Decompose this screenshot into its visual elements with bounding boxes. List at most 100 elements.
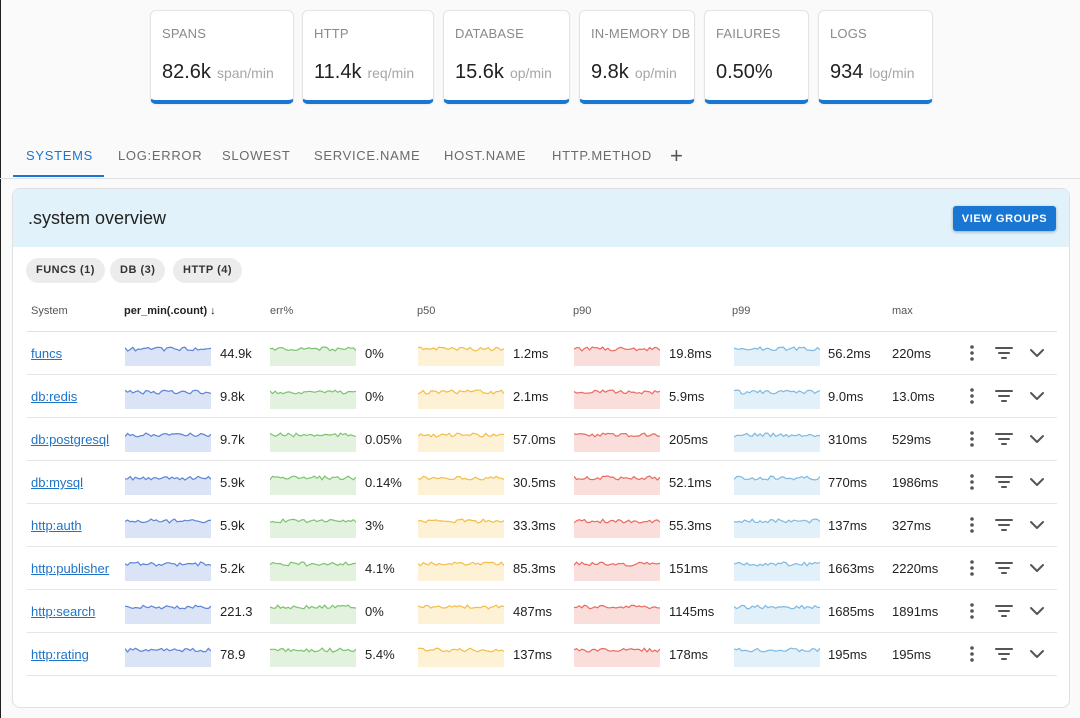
view-groups-button[interactable]: VIEW GROUPS (953, 206, 1056, 231)
system-link[interactable]: db:mysql (31, 475, 84, 490)
col-header-err[interactable]: err% (270, 305, 294, 317)
filter-icon[interactable] (993, 342, 1015, 364)
system-link[interactable]: funcs (31, 346, 63, 361)
stat-value: 934 (830, 61, 864, 83)
p90-value: 52.1ms (669, 475, 712, 490)
col-header-system[interactable]: System (31, 305, 68, 317)
err-sparkline (270, 389, 356, 409)
row-divider (27, 374, 1057, 375)
row-divider (27, 546, 1057, 547)
more-options-icon[interactable] (961, 514, 983, 536)
max-value: 195ms (892, 647, 932, 662)
col-header-per-min[interactable]: per_min(.count) ↓ (124, 305, 216, 317)
stat-card-failures[interactable]: FAILURES 0.50% (704, 10, 809, 104)
table-row[interactable]: http:rating 78.9 5.4% 137ms 178ms 195ms 195ms (13, 633, 1069, 676)
more-options-icon[interactable] (961, 342, 983, 364)
tab-log-error[interactable]: LOG:ERROR (118, 148, 203, 163)
err-sparkline (270, 518, 356, 538)
p90-value: 55.3ms (669, 518, 712, 533)
chevron-down-icon[interactable] (1026, 557, 1048, 579)
p90-sparkline (574, 647, 660, 667)
col-header-p99[interactable]: p99 (732, 305, 751, 317)
col-header-max[interactable]: max (892, 305, 913, 317)
filter-icon[interactable] (993, 557, 1015, 579)
p50-sparkline (418, 518, 504, 538)
system-link[interactable]: http:auth (31, 518, 82, 533)
chip-db[interactable]: DB (3) (110, 258, 166, 283)
p90-sparkline (574, 604, 660, 624)
stat-unit: req/min (367, 65, 415, 81)
p90-value: 5.9ms (669, 389, 705, 404)
p90-value: 1145ms (669, 604, 715, 619)
filter-icon[interactable] (993, 385, 1015, 407)
filter-icon[interactable] (993, 643, 1015, 665)
stat-unit: op/min (634, 65, 677, 81)
add-tab-icon[interactable]: + (670, 143, 683, 168)
col-header-p50[interactable]: p50 (417, 305, 436, 317)
system-link[interactable]: db:redis (31, 389, 78, 404)
p99-value: 56.2ms (828, 346, 871, 361)
p99-sparkline (734, 518, 820, 538)
stat-card-spans[interactable]: SPANS 82.6k span/min (150, 10, 294, 104)
tab-slowest[interactable]: SLOWEST (222, 148, 291, 163)
chip-funcs[interactable]: FUNCS (1) (26, 258, 105, 283)
stat-value: 15.6k (455, 61, 504, 83)
per_min-sparkline (125, 389, 211, 409)
chevron-down-icon[interactable] (1026, 385, 1048, 407)
stat-card-database[interactable]: DATABASE 15.6k op/min (443, 10, 570, 104)
stat-card-http[interactable]: HTTP 11.4k req/min (302, 10, 434, 104)
more-options-icon[interactable] (961, 385, 983, 407)
p50-sparkline (418, 561, 504, 581)
err-sparkline (270, 647, 356, 667)
chip-http[interactable]: HTTP (4) (173, 258, 243, 283)
stat-value: 82.6k (162, 61, 211, 83)
per_min-value: 221.3 (220, 604, 253, 619)
system-link[interactable]: db:postgresql (31, 432, 110, 447)
p50-value: 30.5ms (513, 475, 556, 490)
p50-sparkline (418, 475, 504, 495)
chevron-down-icon[interactable] (1026, 342, 1048, 364)
row-divider (27, 632, 1057, 633)
tab-service-name[interactable]: SERVICE.NAME (314, 148, 421, 163)
chevron-down-icon[interactable] (1026, 471, 1048, 493)
filter-icon[interactable] (993, 428, 1015, 450)
system-link[interactable]: http:rating (31, 647, 89, 662)
table-row[interactable]: db:postgresql 9.7k 0.05% 57.0ms 205ms 310ms 52… (13, 418, 1069, 461)
more-options-icon[interactable] (961, 428, 983, 450)
tab-host-name[interactable]: HOST.NAME (444, 148, 527, 163)
chevron-down-icon[interactable] (1026, 514, 1048, 536)
p99-sparkline (734, 346, 820, 366)
err-value: 0.05% (365, 432, 402, 447)
system-link[interactable]: http:search (31, 604, 96, 619)
chevron-down-icon[interactable] (1026, 600, 1048, 622)
filter-icon[interactable] (993, 471, 1015, 493)
more-options-icon[interactable] (961, 643, 983, 665)
p99-value: 770ms (828, 475, 868, 490)
more-options-icon[interactable] (961, 600, 983, 622)
tab-systems[interactable]: SYSTEMS (26, 148, 94, 163)
table-row[interactable]: db:redis 9.8k 0% 2.1ms 5.9ms 9.0ms 13.0ms (13, 375, 1069, 418)
chevron-down-icon[interactable] (1026, 428, 1048, 450)
table-row[interactable]: http:publisher 5.2k 4.1% 85.3ms 151ms 1663ms 2… (13, 547, 1069, 590)
tab-http-method[interactable]: HTTP.METHOD (552, 148, 652, 163)
filter-icon[interactable] (993, 514, 1015, 536)
stat-card-in-memory-db[interactable]: IN-MEMORY DB 9.8k op/min (579, 10, 695, 104)
active-tab-indicator (13, 175, 104, 177)
p99-sparkline (734, 389, 820, 409)
stat-label: LOGS (830, 26, 867, 41)
table-row[interactable]: db:mysql 5.9k 0.14% 30.5ms 52.1ms 770ms 1986ms (13, 461, 1069, 504)
filter-icon[interactable] (993, 600, 1015, 622)
more-options-icon[interactable] (961, 557, 983, 579)
system-link[interactable]: http:publisher (31, 561, 110, 576)
p90-sparkline (574, 346, 660, 366)
row-divider (27, 503, 1057, 504)
per_min-sparkline (125, 432, 211, 452)
table-row[interactable]: http:auth 5.9k 3% 33.3ms 55.3ms 137ms 327ms (13, 504, 1069, 547)
table-row[interactable]: funcs 44.9k 0% 1.2ms 19.8ms 56.2ms 220ms (13, 332, 1069, 375)
col-header-p90[interactable]: p90 (573, 305, 592, 317)
stat-card-logs[interactable]: LOGS 934 log/min (818, 10, 933, 104)
chevron-down-icon[interactable] (1026, 643, 1048, 665)
table-row[interactable]: http:search 221.3 0% 487ms 1145ms 1685ms 1891m… (13, 590, 1069, 633)
p99-value: 1663ms (828, 561, 875, 576)
more-options-icon[interactable] (961, 471, 983, 493)
